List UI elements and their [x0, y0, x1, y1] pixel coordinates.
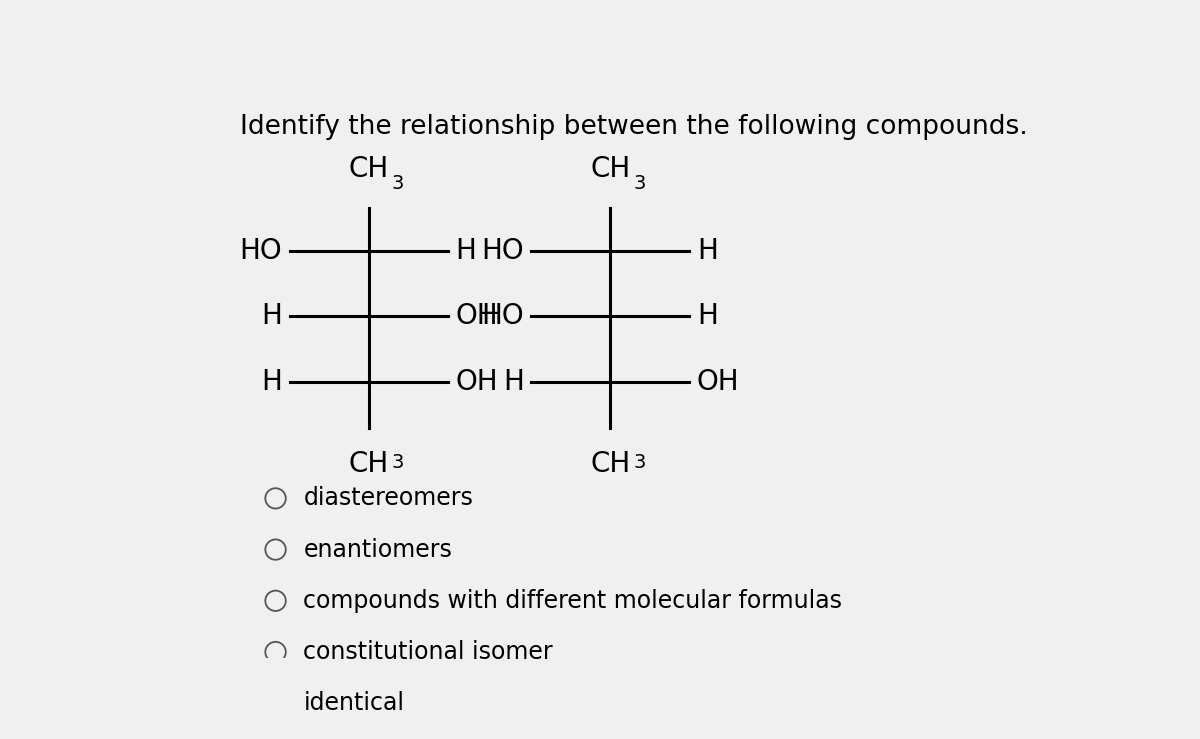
Text: H: H — [503, 368, 524, 395]
Text: H: H — [262, 368, 282, 395]
Text: Identify the relationship between the following compounds.: Identify the relationship between the fo… — [240, 115, 1027, 140]
Text: 3: 3 — [391, 174, 404, 193]
Text: CH: CH — [590, 450, 630, 478]
Text: HO: HO — [240, 237, 282, 265]
Text: OH: OH — [455, 368, 498, 395]
Text: compounds with different molecular formulas: compounds with different molecular formu… — [304, 589, 842, 613]
Text: diastereomers: diastereomers — [304, 486, 473, 511]
Text: constitutional isomer: constitutional isomer — [304, 640, 553, 664]
Text: OH: OH — [697, 368, 739, 395]
Text: OH: OH — [455, 302, 498, 330]
Text: CH: CH — [348, 154, 389, 183]
Text: identical: identical — [304, 691, 404, 715]
Text: 3: 3 — [391, 453, 404, 472]
Text: H: H — [697, 302, 718, 330]
Text: HO: HO — [481, 302, 524, 330]
Text: 3: 3 — [634, 174, 646, 193]
Text: H: H — [697, 237, 718, 265]
Text: CH: CH — [590, 154, 630, 183]
Text: H: H — [262, 302, 282, 330]
Text: 3: 3 — [634, 453, 646, 472]
Text: H: H — [455, 237, 476, 265]
Text: HO: HO — [481, 237, 524, 265]
Text: enantiomers: enantiomers — [304, 537, 452, 562]
Text: CH: CH — [348, 450, 389, 478]
